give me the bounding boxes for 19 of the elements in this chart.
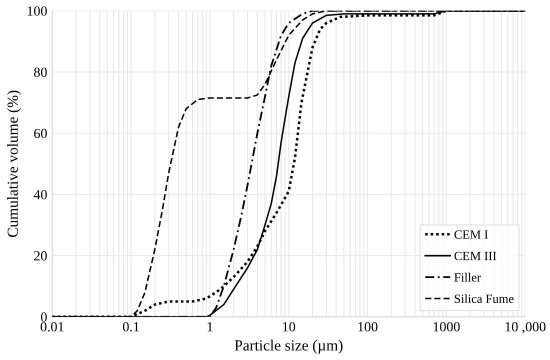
x-tick-label: 10 ,000	[506, 322, 546, 334]
y-tick-label: 20	[34, 251, 47, 261]
x-tick-label: 10	[283, 322, 296, 332]
y-tick-label: 80	[34, 68, 47, 77]
legend-label: CEM I	[454, 230, 488, 239]
x-tick-label: 0.1	[122, 322, 139, 332]
y-tick-label: 100	[28, 6, 47, 16]
legend-label: Filler	[454, 272, 481, 282]
legend-label: Silica Fume	[454, 294, 514, 304]
y-tick-label: 40	[34, 190, 47, 200]
x-axis-title: Particle size (µm)	[234, 340, 343, 354]
x-tick-label: 0.01	[40, 322, 64, 332]
x-tick-label: 1000	[434, 322, 460, 332]
y-axis-title: Cumulative volume (%)	[7, 90, 21, 237]
x-tick-label: 1	[208, 322, 213, 332]
legend-label: CEM III	[454, 252, 496, 260]
x-tick-label: 100	[358, 322, 378, 332]
y-tick-label: 60	[34, 128, 47, 138]
y-tick-label: 0	[40, 312, 47, 322]
